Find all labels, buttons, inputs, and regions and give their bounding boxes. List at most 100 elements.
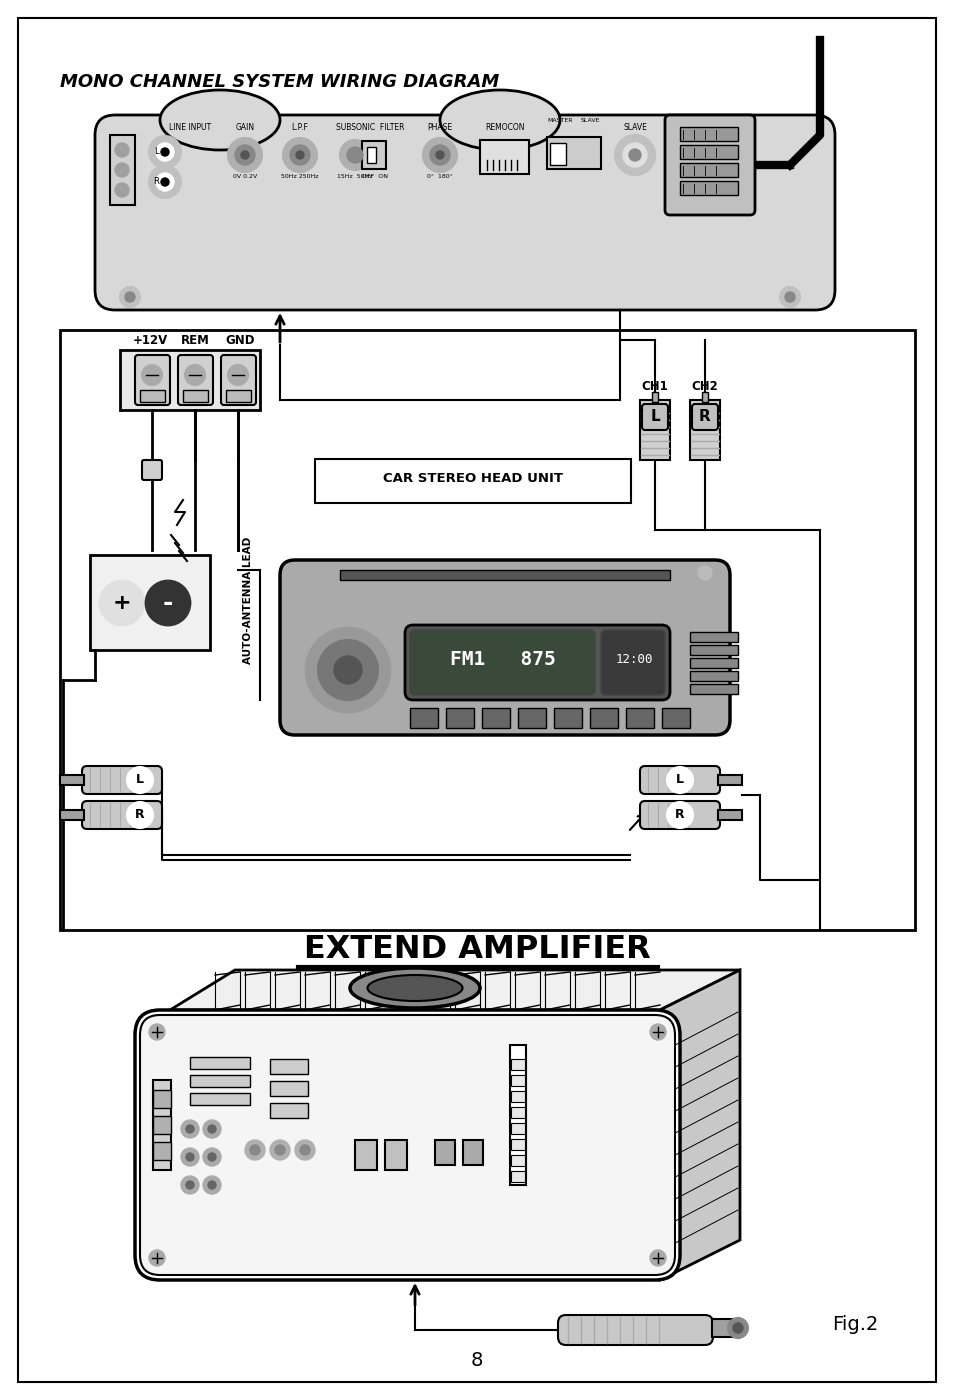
Polygon shape	[170, 970, 740, 1009]
Bar	[152, 1116, 171, 1134]
Bar	[511, 1091, 524, 1102]
Circle shape	[250, 1145, 260, 1155]
FancyBboxPatch shape	[410, 630, 595, 694]
Text: FM1   875: FM1 875	[450, 651, 556, 669]
Bar	[190, 1093, 250, 1105]
FancyBboxPatch shape	[361, 141, 386, 169]
Circle shape	[274, 1145, 285, 1155]
Circle shape	[234, 146, 254, 165]
Bar	[689, 631, 738, 643]
Bar	[190, 1075, 250, 1086]
Circle shape	[628, 148, 640, 161]
Circle shape	[228, 139, 262, 172]
FancyBboxPatch shape	[600, 630, 664, 694]
Text: SUBSONIC  FILTER: SUBSONIC FILTER	[335, 123, 404, 132]
Ellipse shape	[350, 967, 479, 1008]
Circle shape	[203, 1120, 221, 1138]
Bar	[511, 1140, 524, 1149]
Bar	[355, 1140, 376, 1170]
Bar	[60, 776, 84, 785]
Circle shape	[115, 183, 129, 197]
Circle shape	[161, 178, 169, 186]
Circle shape	[186, 1126, 193, 1133]
FancyBboxPatch shape	[140, 1015, 675, 1275]
Circle shape	[290, 146, 310, 165]
Circle shape	[208, 1154, 215, 1161]
Text: R: R	[699, 409, 710, 424]
FancyBboxPatch shape	[178, 356, 213, 405]
Text: GAIN: GAIN	[235, 123, 254, 132]
Circle shape	[422, 139, 456, 172]
Circle shape	[156, 174, 173, 190]
FancyBboxPatch shape	[546, 137, 600, 169]
Text: +12V: +12V	[132, 333, 168, 347]
Bar	[689, 645, 738, 655]
Circle shape	[666, 767, 692, 792]
Circle shape	[203, 1148, 221, 1166]
Circle shape	[208, 1182, 215, 1189]
FancyBboxPatch shape	[95, 115, 834, 309]
Bar	[435, 1140, 455, 1165]
Text: CH1: CH1	[641, 379, 668, 393]
Circle shape	[181, 1148, 199, 1166]
Bar	[190, 1057, 250, 1070]
Text: REM: REM	[180, 333, 210, 347]
Circle shape	[615, 134, 655, 175]
Bar	[152, 1079, 171, 1170]
Circle shape	[649, 1023, 665, 1040]
Polygon shape	[659, 970, 740, 1280]
FancyBboxPatch shape	[550, 143, 565, 165]
Bar	[60, 811, 84, 820]
Circle shape	[185, 365, 205, 385]
Circle shape	[666, 802, 692, 827]
Circle shape	[241, 151, 249, 160]
Text: EXTEND AMPLIFIER: EXTEND AMPLIFIER	[303, 935, 650, 966]
Bar	[270, 1103, 308, 1119]
Text: AUTO-ANTENNA LEAD: AUTO-ANTENNA LEAD	[243, 536, 253, 664]
Text: SLAVE: SLAVE	[579, 118, 599, 123]
Circle shape	[283, 139, 316, 172]
Text: -: -	[163, 591, 173, 615]
Text: R: R	[152, 178, 159, 186]
Circle shape	[149, 167, 181, 197]
Bar	[679, 162, 738, 176]
Circle shape	[622, 143, 646, 167]
Bar	[689, 400, 720, 461]
Text: 15Hz  50Hz: 15Hz 50Hz	[337, 174, 373, 179]
Circle shape	[294, 1140, 314, 1161]
Circle shape	[115, 143, 129, 157]
Text: L: L	[136, 773, 144, 787]
Bar	[689, 658, 738, 668]
Circle shape	[146, 581, 190, 624]
Circle shape	[120, 287, 140, 307]
Bar	[152, 1142, 171, 1161]
Bar	[651, 392, 658, 402]
Bar	[60, 330, 914, 930]
Circle shape	[181, 1120, 199, 1138]
Bar	[554, 708, 581, 728]
Bar	[511, 1123, 524, 1134]
Circle shape	[727, 1317, 747, 1338]
Circle shape	[436, 151, 443, 160]
Bar	[339, 570, 669, 580]
Circle shape	[125, 293, 135, 302]
Circle shape	[186, 1182, 193, 1189]
Ellipse shape	[160, 90, 280, 150]
Circle shape	[780, 287, 800, 307]
Circle shape	[270, 1140, 290, 1161]
Bar	[446, 708, 474, 728]
Ellipse shape	[367, 974, 462, 1001]
FancyBboxPatch shape	[135, 1009, 679, 1280]
Text: R: R	[675, 808, 684, 822]
Circle shape	[161, 148, 169, 155]
Bar	[385, 1140, 407, 1170]
Bar	[152, 1091, 171, 1107]
Circle shape	[430, 146, 450, 165]
Bar	[589, 708, 618, 728]
FancyBboxPatch shape	[405, 624, 669, 700]
Text: GND: GND	[225, 333, 254, 347]
Bar	[711, 1319, 737, 1337]
Circle shape	[228, 365, 248, 385]
Text: R: R	[135, 808, 145, 822]
Bar	[120, 350, 260, 410]
